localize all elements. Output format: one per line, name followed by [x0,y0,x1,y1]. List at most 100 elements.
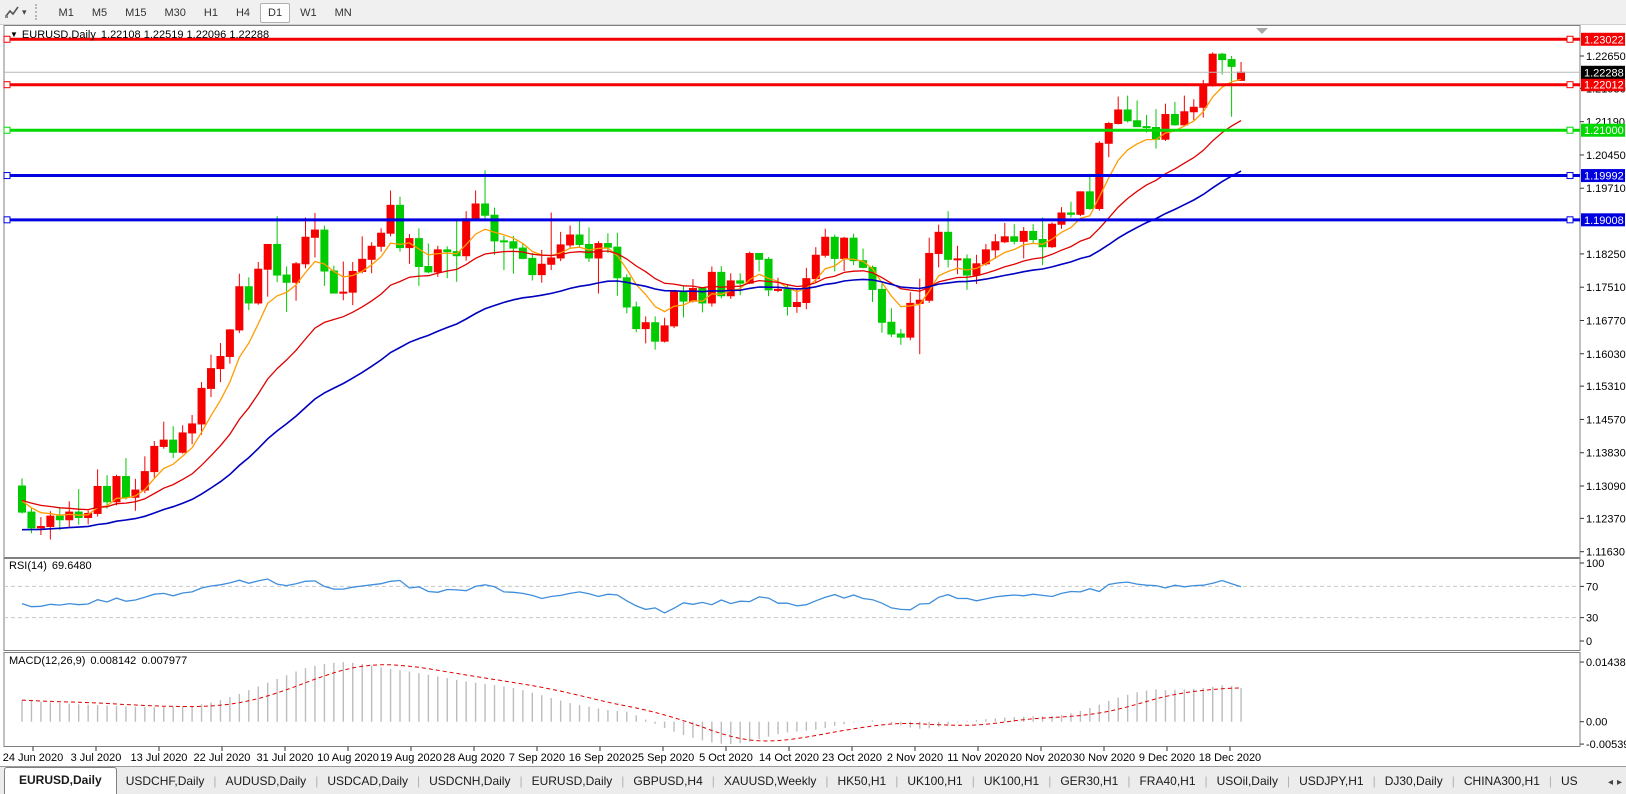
scroll-right-icon[interactable]: ▸ [1616,777,1622,788]
candle-body [1237,71,1246,81]
chart-tab-usdchf-daily[interactable]: USDCHF,Daily [125,774,205,788]
candle-body [726,280,735,297]
price-tick-label: 1.16030 [1586,349,1626,361]
chart-tab-us[interactable]: US [1561,774,1578,788]
chart-marker-icon[interactable]: ▼ [10,30,18,39]
chart-tab-china300-h1[interactable]: CHINA300,H1 [1463,774,1540,788]
chevron-down-icon[interactable]: ▾ [22,6,27,17]
candle-body [424,266,433,273]
candle-body [585,243,593,259]
hline-handle[interactable] [1566,81,1574,89]
chart-tab-eurusd-daily[interactable]: EURUSD,Daily [4,767,117,794]
timeframe-button-m5[interactable]: M5 [91,7,108,19]
date-label: 24 Jun 2020 [3,752,64,764]
date-label: 10 Aug 2020 [317,752,379,764]
ma-medium-line [21,120,1242,511]
date-label: 9 Dec 2020 [1139,752,1195,764]
price-tick-label: 1.13090 [1586,481,1626,493]
timeframe-button-m15[interactable]: M15 [125,7,147,19]
chart-tab-xauusd-weekly[interactable]: XAUUSD,Weekly [723,774,817,788]
candle-body [433,249,442,273]
hline-handle[interactable] [3,35,11,43]
chart-tab-uk100-h1[interactable]: UK100,H1 [983,774,1040,788]
tab-divider: | [213,773,217,788]
chart-tab-hk50-h1[interactable]: HK50,H1 [837,774,887,788]
chart-tab-usdcad-daily[interactable]: USDCAD,Daily [327,774,408,788]
rsi-tick-label: 100 [1586,558,1604,570]
chart-tab-fra40-h1[interactable]: FRA40,H1 [1139,774,1196,788]
candle-body [46,515,55,527]
candle-body [755,252,764,260]
macd-tick-label: 0.014384 [1586,657,1626,669]
price-tick-label: 1.19710 [1586,183,1626,195]
hline-handle[interactable] [1566,172,1574,180]
candle-body [566,234,575,246]
scroll-left-icon[interactable]: ◂ [1607,777,1613,788]
candle-body [159,439,168,447]
hline-handle[interactable] [3,81,11,89]
chart-shift-marker-icon[interactable] [1256,28,1268,34]
price-tag [1581,169,1625,183]
timeframe-button-mn[interactable]: MN [334,7,352,19]
candle-body [1161,113,1170,140]
candle-body [1189,106,1198,113]
hline-handle[interactable] [3,216,11,224]
candle-body [953,258,962,261]
candle-body [509,241,518,249]
timeframe-button-h1[interactable]: H1 [203,7,218,19]
hline-handle[interactable] [1566,216,1574,224]
chart-tab-eurusd-daily[interactable]: EURUSD,Daily [531,774,613,788]
chart-tab-usoil-daily[interactable]: USOil,Daily [1216,774,1278,788]
chart-cursor-icon[interactable] [3,3,21,21]
hline-handle[interactable] [3,126,11,134]
candle-body [499,240,508,243]
tab-divider: | [621,773,625,788]
candle-body [528,257,537,276]
candle-body [1227,59,1236,67]
candle-body [1066,212,1075,215]
price-tag-label: 1.23022 [1584,34,1624,46]
macd-pane[interactable] [3,652,1581,747]
main-pane[interactable] [3,25,1581,558]
candle-body [1029,230,1038,241]
candle-body [65,511,74,521]
hline-handle[interactable] [1566,126,1574,134]
price-tag [1581,32,1625,46]
timeframe-button-h4[interactable]: H4 [235,7,251,19]
candle-body [575,234,584,245]
candle-body [717,271,726,297]
chart-tab-gbpusd-h4[interactable]: GBPUSD,H4 [633,774,703,788]
tab-divider: | [711,773,715,788]
rsi-line [21,578,1242,614]
chart-tab-usdcnh-daily[interactable]: USDCNH,Daily [429,774,511,788]
macd-tick-label: -0.005396 [1586,739,1626,751]
timeframe-button-m1[interactable]: M1 [58,7,74,19]
candle-body [254,268,263,304]
candle-body [396,204,404,249]
tab-divider: | [971,773,975,788]
macd-indicator-label: MACD(12,26,9) 0.008142 0.007977 [9,655,187,667]
chart-title: ▼ EURUSD,Daily 1.22108 1.22519 1.22096 1.2… [10,29,269,41]
timeframe-button-w1[interactable]: W1 [300,7,317,19]
chart-tab-ger30-h1[interactable]: GER30,H1 [1060,774,1119,788]
timeframe-button-m30[interactable]: M30 [164,7,186,19]
candle-body [963,258,971,276]
hline-handle[interactable] [1566,35,1574,43]
price-tick-label: 1.20450 [1586,150,1626,162]
timeframe-button-d1[interactable]: D1 [260,3,291,23]
candle-body [462,218,471,257]
chart-tab-usdjpy-h1[interactable]: USDJPY,H1 [1299,774,1364,788]
chart-canvas[interactable]: 1.226501.219301.211901.204501.197101.182… [0,25,1626,766]
candle-body [764,258,773,291]
chart-tab-uk100-h1[interactable]: UK100,H1 [907,774,963,788]
price-tick-label: 1.13830 [1586,448,1626,460]
date-label: 5 Oct 2020 [699,752,753,764]
chart-tab-dj30-daily[interactable]: DJ30,Daily [1384,774,1443,788]
candle-body [991,241,1000,251]
hline-handle[interactable] [3,172,11,180]
candle-body [1133,120,1142,128]
chart-symbol-period: EURUSD,Daily [21,29,96,41]
chart-tab-audusd-daily[interactable]: AUDUSD,Daily [225,774,307,788]
timeframe-buttons: M1 M5 M15 M30 H1 H4 D1 W1 MN [50,3,361,23]
candle-body [830,236,839,259]
